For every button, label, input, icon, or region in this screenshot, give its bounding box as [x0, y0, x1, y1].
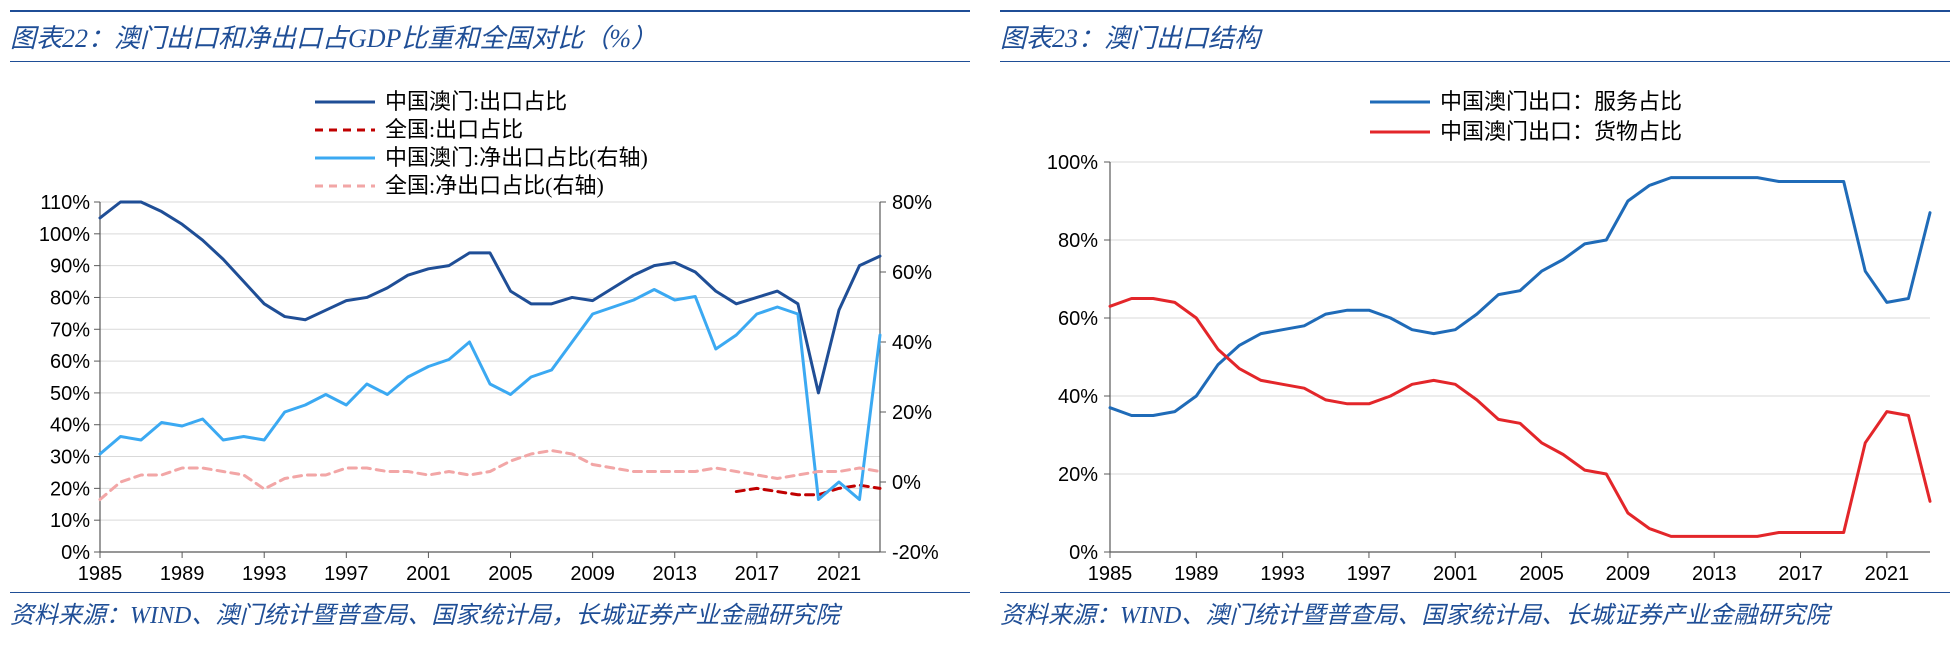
svg-text:1989: 1989 [1174, 563, 1219, 585]
svg-text:60%: 60% [50, 351, 90, 373]
svg-text:40%: 40% [892, 332, 932, 354]
svg-text:1985: 1985 [78, 563, 123, 585]
svg-text:40%: 40% [1058, 386, 1098, 408]
svg-text:中国澳门出口：货物占比: 中国澳门出口：货物占比 [1440, 119, 1682, 144]
svg-text:2001: 2001 [406, 563, 451, 585]
svg-text:0%: 0% [892, 472, 921, 494]
svg-text:50%: 50% [50, 383, 90, 405]
svg-text:80%: 80% [892, 192, 932, 214]
panel-left: 图表22：澳门出口和净出口占GDP比重和全国对比（%） 中国澳门:出口占比全国:… [10, 10, 970, 634]
svg-text:110%: 110% [40, 192, 90, 214]
svg-text:60%: 60% [1058, 308, 1098, 330]
svg-text:2017: 2017 [1778, 563, 1823, 585]
svg-text:2021: 2021 [1865, 563, 1910, 585]
svg-text:-20%: -20% [892, 542, 939, 564]
svg-text:100%: 100% [1047, 152, 1098, 174]
svg-text:30%: 30% [50, 447, 90, 469]
svg-text:1989: 1989 [160, 563, 205, 585]
svg-text:全国:出口占比: 全国:出口占比 [385, 117, 523, 142]
svg-text:60%: 60% [892, 262, 932, 284]
svg-text:全国:净出口占比(右轴): 全国:净出口占比(右轴) [385, 173, 604, 198]
svg-text:0%: 0% [1069, 542, 1098, 564]
svg-text:80%: 80% [50, 287, 90, 309]
svg-text:20%: 20% [1058, 464, 1098, 486]
svg-text:10%: 10% [50, 510, 90, 532]
svg-text:2001: 2001 [1433, 563, 1478, 585]
charts-row: 图表22：澳门出口和净出口占GDP比重和全国对比（%） 中国澳门:出口占比全国:… [10, 10, 1940, 634]
svg-text:70%: 70% [50, 319, 90, 341]
panel-right: 图表23：澳门出口结构 中国澳门出口：服务占比中国澳门出口：货物占比 0% 20% 4… [1000, 10, 1950, 634]
source-left: 资料来源：WIND、澳门统计暨普查局、国家统计局，长城证券产业金融研究院 [10, 592, 970, 634]
svg-text:1997: 1997 [1347, 563, 1392, 585]
svg-text:2013: 2013 [652, 563, 697, 585]
svg-text:20%: 20% [50, 478, 90, 500]
svg-text:2005: 2005 [1519, 563, 1564, 585]
svg-text:2009: 2009 [1606, 563, 1651, 585]
chart-title-left: 图表22：澳门出口和净出口占GDP比重和全国对比（%） [10, 10, 970, 62]
chart-title-right: 图表23：澳门出口结构 [1000, 10, 1950, 62]
chart-left-svg: 中国澳门:出口占比全国:出口占比中国澳门:净出口占比(右轴) 全国:净出口占比(右… [10, 62, 970, 592]
svg-text:1993: 1993 [1260, 563, 1305, 585]
svg-text:40%: 40% [50, 415, 90, 437]
chart-right: 中国澳门出口：服务占比中国澳门出口：货物占比 0% 20% 40% 60% 80% 100%… [1000, 62, 1950, 592]
svg-text:中国澳门:净出口占比(右轴): 中国澳门:净出口占比(右轴) [385, 145, 648, 170]
svg-text:20%: 20% [892, 402, 932, 424]
svg-text:中国澳门出口：服务占比: 中国澳门出口：服务占比 [1440, 89, 1682, 114]
svg-text:2013: 2013 [1692, 563, 1737, 585]
svg-text:2009: 2009 [570, 563, 615, 585]
chart-right-svg: 中国澳门出口：服务占比中国澳门出口：货物占比 0% 20% 40% 60% 80% 100%… [1000, 62, 1950, 592]
svg-text:2005: 2005 [488, 563, 533, 585]
svg-text:100%: 100% [39, 224, 90, 246]
svg-text:0%: 0% [61, 542, 90, 564]
svg-text:中国澳门:出口占比: 中国澳门:出口占比 [385, 89, 567, 114]
svg-text:2017: 2017 [735, 563, 780, 585]
svg-text:1985: 1985 [1088, 563, 1133, 585]
svg-text:1993: 1993 [242, 563, 287, 585]
source-right: 资料来源：WIND、澳门统计暨普查局、国家统计局、长城证券产业金融研究院 [1000, 592, 1950, 634]
svg-text:90%: 90% [50, 256, 90, 278]
svg-text:80%: 80% [1058, 230, 1098, 252]
chart-left: 中国澳门:出口占比全国:出口占比中国澳门:净出口占比(右轴) 全国:净出口占比(右… [10, 62, 970, 592]
svg-text:2021: 2021 [817, 563, 862, 585]
svg-text:1997: 1997 [324, 563, 369, 585]
